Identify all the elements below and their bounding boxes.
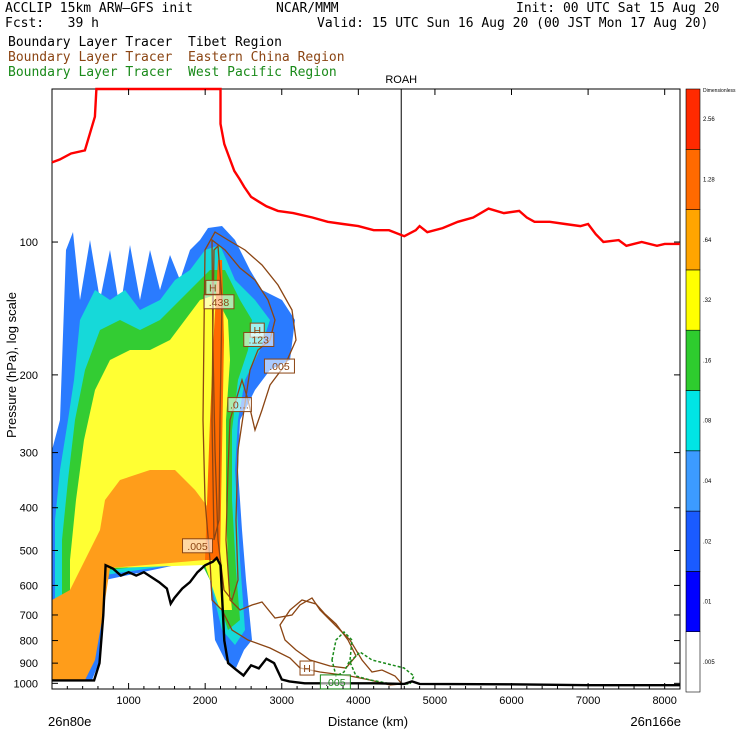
colorbar-level: .01 [703,600,712,606]
colorbar: .005 .01 .02 .04 .08 .16 .32 .64 1.28 2.56 Dimensi… [685,88,736,693]
end-point-label: 26n166e [630,714,681,729]
brown-contour-core [211,244,223,541]
colorbar-swatch [685,149,701,210]
y-tick-label: 100 [20,237,38,249]
y-tick-label: 600 [20,580,38,592]
roah-marker-label: ROAH [385,74,417,86]
colorbar-swatch [685,571,701,633]
colorbar-level: .64 [703,238,712,244]
legend-tibet: Boundary Layer Tracer Tibet Region [8,35,282,50]
contour-label: .123 [249,334,270,346]
tropopause-line [51,87,680,248]
tracer-shading [52,226,295,680]
colorbar-swatch [685,329,701,391]
legend-eastern-china: Boundary Layer Tracer Eastern China Regi… [8,50,345,65]
green-contour-a [331,630,353,678]
x-tick-label: 6000 [499,695,523,707]
colorbar-swatch [685,510,701,572]
colorbar-level: .04 [703,479,712,485]
contour-label: .005 [269,361,290,373]
contour-label-box [263,358,295,374]
colorbar-swatch [685,631,701,693]
colorbar-swatch [685,209,701,271]
colorbar-level: .16 [703,358,712,364]
x-tick-label: 7000 [576,695,600,707]
colorbar-swatch [685,390,701,452]
y-axis-title: Pressure (hPa), log scale [4,292,19,438]
colorbar-level: .32 [703,298,712,304]
x-axis: 1000 2000 3000 4000 5000 6000 7000 8000 [66,89,677,707]
y-axis: 100 200 300 400 500 600 700 800 900 1000 [14,237,680,690]
y-tick-label: 800 [20,636,38,648]
contour-label: H [253,325,261,337]
contour-label-box [182,538,214,554]
colorbar-swatch [685,450,701,512]
y-tick-label: 1000 [14,678,38,690]
contour-label-box [319,674,351,690]
x-tick-label: 2000 [193,695,217,707]
colorbar-swatch [685,269,701,331]
contour-label-box [243,331,275,347]
contour-label-box [227,397,252,413]
y-tick-label: 300 [20,448,38,460]
colorbar-level: 2.56 [703,117,715,123]
contour-label-box [299,660,315,676]
legend-west-pacific: Boundary Layer Tracer West Pacific Regio… [8,65,337,80]
colorbar-level: .08 [703,419,712,425]
contour-label: .005 [187,541,208,553]
y-tick-label: 200 [20,370,38,382]
y-tick-label: 500 [20,545,38,557]
contour-label: .005 [325,677,346,689]
contour-label: H [303,663,311,675]
terrain-line [52,556,680,687]
y-tick-label: 900 [20,658,38,670]
x-tick-label: 1000 [116,695,140,707]
valid-time: Valid: 15 UTC Sun 16 Aug 20 (00 JST Mon … [317,16,709,31]
colorbar-swatch [685,88,701,150]
contour-label: .438 [209,297,230,309]
colorbar-level: 1.28 [703,177,715,183]
contour-label: .0… [230,400,249,412]
colorbar-level: .005 [703,660,715,666]
x-tick-label: 4000 [346,695,370,707]
y-tick-label: 700 [20,610,38,622]
init-time: Init: 00 UTC Sat 15 Aug 20 [516,1,720,16]
contour-label: H [209,282,217,294]
plot-frame [51,88,681,690]
x-tick-label: 5000 [423,695,447,707]
model-title: ACCLIP 15km ARW–GFS init [5,1,193,16]
x-axis-title: Distance (km) [328,714,408,729]
start-point-label: 26n80e [48,714,91,729]
colorbar-level: .02 [703,539,712,545]
x-tick-label: 8000 [652,695,676,707]
west-pacific-contours [331,630,415,685]
y-tick-label: 400 [20,503,38,515]
x-tick-label: 3000 [270,695,294,707]
forecast-hour: Fcst: 39 h [5,16,99,31]
shade-orange [52,470,215,680]
organization: NCAR/MMM [276,1,339,16]
colorbar-title: Dimensionless [703,88,736,94]
contour-label-box [203,294,235,310]
